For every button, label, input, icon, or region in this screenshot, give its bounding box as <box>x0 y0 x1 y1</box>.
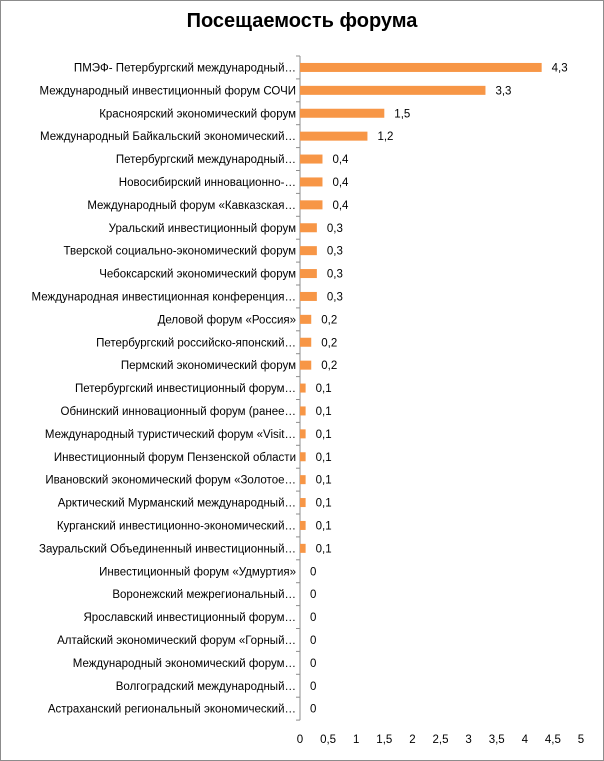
x-tick-label: 4,5 <box>545 734 561 746</box>
bar <box>300 62 542 72</box>
bar <box>300 520 306 530</box>
data-label: 0 <box>310 704 316 716</box>
category-label: Арктический Мурманский международный… <box>58 498 296 510</box>
data-label: 4,3 <box>552 62 568 74</box>
data-label: 0,1 <box>316 520 332 532</box>
data-label: 0,2 <box>321 360 337 372</box>
x-tick-label: 3,5 <box>489 734 505 746</box>
x-tick-label: 1,5 <box>376 734 392 746</box>
bar <box>300 154 323 164</box>
data-label: 0,4 <box>332 154 349 166</box>
data-label: 0 <box>310 589 316 601</box>
x-tick-label: 4 <box>522 734 529 746</box>
data-label: 0,3 <box>327 223 343 235</box>
data-label: 0 <box>310 612 316 624</box>
bar <box>300 108 385 118</box>
category-label: Новосибирский инновационно-… <box>119 177 296 189</box>
x-tick-label: 5 <box>578 734 584 746</box>
category-label: Зауральский Объединенный инвестиционный… <box>39 543 296 555</box>
data-label: 0,1 <box>316 429 332 441</box>
category-label: Петербургский российско-японский… <box>96 337 296 349</box>
category-label: Петербургский инвестиционный форум… <box>75 383 296 395</box>
data-label: 3,3 <box>495 85 511 97</box>
category-label: Международный форум «Кавказская… <box>87 200 296 212</box>
bar <box>300 85 486 95</box>
data-label: 0,1 <box>316 498 332 510</box>
bar <box>300 429 306 439</box>
category-label: Ивановский экономический форум «Золотое… <box>45 475 296 487</box>
x-tick-label: 1 <box>353 734 359 746</box>
data-label: 1,2 <box>377 131 393 143</box>
data-label: 0 <box>310 635 316 647</box>
data-label: 0,1 <box>316 383 332 395</box>
category-label: Международный Байкальский экономический… <box>40 131 296 143</box>
bar <box>300 383 306 393</box>
data-label: 0 <box>310 658 316 670</box>
category-label: Ярославский инвестиционный форум… <box>84 612 297 624</box>
data-label: 0 <box>310 681 316 693</box>
x-tick-label: 0,5 <box>320 734 336 746</box>
category-label: Волгоградский международный… <box>116 681 296 693</box>
category-label: ПМЭФ- Петербургский международный… <box>74 62 296 74</box>
x-tick-label: 0 <box>297 734 303 746</box>
category-label: Международный туристический форум «Visit… <box>45 429 296 441</box>
data-label: 0,2 <box>321 337 337 349</box>
bar <box>300 223 317 233</box>
data-label: 0,1 <box>316 452 332 464</box>
data-label: 0,4 <box>332 200 349 212</box>
bar <box>300 200 323 210</box>
data-label: 0,2 <box>321 314 337 326</box>
category-label: Уральский инвестиционный форум <box>109 223 296 235</box>
bar <box>300 360 312 370</box>
category-label: Деловой форум «Россия» <box>158 314 296 326</box>
category-label: Красноярский экономический форум <box>99 108 296 120</box>
x-tick-label: 2,5 <box>433 734 449 746</box>
category-label: Пермский экономический форум <box>121 360 296 372</box>
bar <box>300 246 317 256</box>
x-tick-label: 2 <box>409 734 415 746</box>
data-label: 0,1 <box>316 475 332 487</box>
x-tick-label: 3 <box>465 734 471 746</box>
category-label: Алтайский экономический форум «Горный… <box>57 635 296 647</box>
category-label: Обнинский инновационный форум (ранее… <box>61 406 296 418</box>
category-label: Международный инвестиционный форум СОЧИ <box>40 85 296 97</box>
bar <box>300 498 306 508</box>
bar <box>300 452 306 462</box>
category-label: Инвестиционный форум Пензенской области <box>54 452 296 464</box>
data-label: 0,3 <box>327 291 343 303</box>
category-label: Тверской социально-экономический форум <box>63 246 296 258</box>
data-label: 0,1 <box>316 406 332 418</box>
bar <box>300 475 306 485</box>
category-label: Курганский инвестиционно-экономический… <box>57 520 296 532</box>
category-label: Астраханский региональный экономический… <box>48 704 296 716</box>
category-label: Петербургский международный… <box>116 154 296 166</box>
bar <box>300 406 306 416</box>
data-label: 0 <box>310 566 316 578</box>
chart-title: Посещаемость форума <box>186 10 418 32</box>
category-label: Чебоксарский экономический форум <box>99 269 296 281</box>
data-label: 1,5 <box>394 108 410 120</box>
bar <box>300 337 312 347</box>
bar <box>300 131 368 141</box>
data-label: 0,4 <box>332 177 349 189</box>
category-label: Международный экономический форум… <box>73 658 296 670</box>
bar <box>300 314 312 324</box>
category-label: Инвестиционный форум «Удмуртия» <box>99 566 296 578</box>
category-label: Международная инвестиционная конференция… <box>32 291 296 303</box>
bar <box>300 177 323 187</box>
data-label: 0,3 <box>327 269 343 281</box>
bar <box>300 269 317 279</box>
bar <box>300 543 306 553</box>
bar <box>300 291 317 301</box>
category-label: Воронежский межрегиональный… <box>112 589 296 601</box>
data-label: 0,1 <box>316 543 332 555</box>
data-label: 0,3 <box>327 246 343 258</box>
